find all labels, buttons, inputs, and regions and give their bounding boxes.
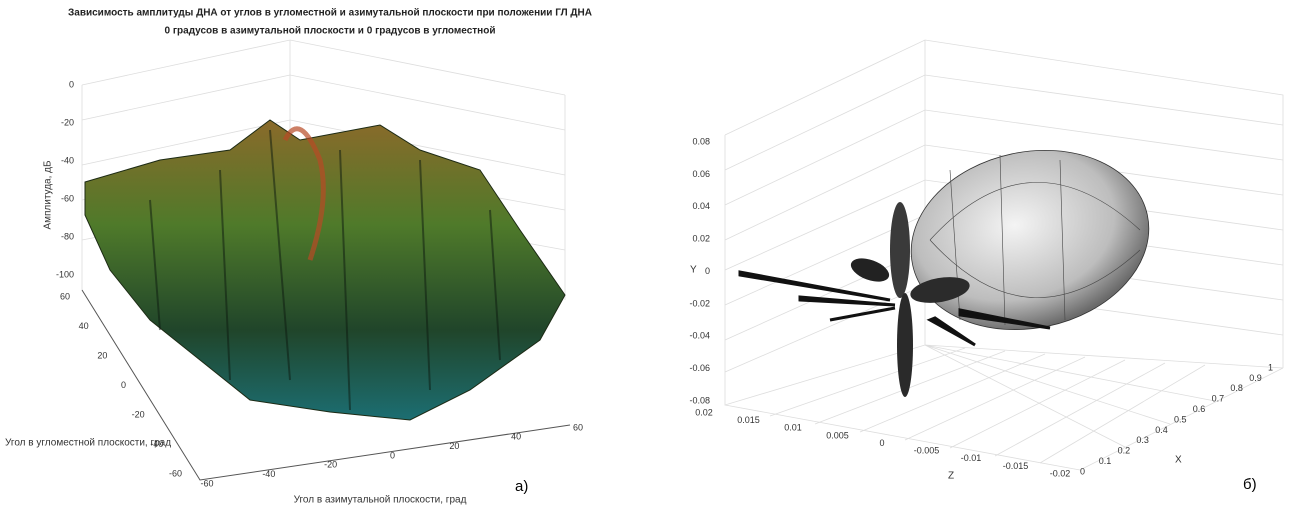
tick-label: -0.01 bbox=[961, 453, 982, 463]
title-line: Зависимость амплитуды ДНА от углов в угл… bbox=[68, 8, 592, 19]
tick-label: 0 bbox=[121, 380, 126, 390]
tick-label: -0.02 bbox=[689, 298, 710, 308]
tick-label: 0.02 bbox=[695, 407, 713, 417]
tick-label: -80 bbox=[61, 231, 74, 241]
tick-label: 0 bbox=[879, 438, 884, 448]
tick-label: 0 bbox=[705, 266, 710, 276]
tick-label: -0.02 bbox=[1050, 468, 1071, 478]
tick-label: -20 bbox=[324, 460, 337, 470]
tick-label: 0.1 bbox=[1099, 456, 1112, 466]
tick-label: 0 bbox=[69, 79, 74, 89]
tick-label: -60 bbox=[61, 193, 74, 203]
axis-label: Амплитуда, дБ bbox=[43, 160, 54, 230]
tick-label: 0.04 bbox=[692, 201, 710, 211]
tick-label: 20 bbox=[97, 350, 107, 360]
tick-label: 0.4 bbox=[1155, 425, 1168, 435]
tick-label: -0.06 bbox=[689, 363, 710, 373]
title-line: 0 градусов в азимутальной плоскости и 0 … bbox=[165, 26, 496, 37]
tick-label: 0.005 bbox=[826, 430, 849, 440]
tick-label: 0.2 bbox=[1118, 446, 1131, 456]
tick-label: -0.005 bbox=[914, 446, 940, 456]
tick-label: -0.015 bbox=[1003, 461, 1029, 471]
tick-label: 40 bbox=[79, 321, 89, 331]
tick-label: -20 bbox=[132, 409, 145, 419]
tick-label: 60 bbox=[573, 422, 583, 432]
figure: Зависимость амплитуды ДНА от углов в угл… bbox=[0, 0, 1293, 509]
axis-label: Y bbox=[690, 265, 697, 276]
tick-label: -40 bbox=[150, 439, 163, 449]
tick-label: 60 bbox=[60, 291, 70, 301]
tick-label: 0.08 bbox=[692, 136, 710, 146]
tick-label: 1 bbox=[1268, 362, 1273, 372]
box-a bbox=[82, 40, 570, 480]
tick-label: 0.01 bbox=[784, 423, 802, 433]
tick-label: -60 bbox=[169, 468, 182, 478]
tick-label: 40 bbox=[511, 432, 521, 442]
axis-label: X bbox=[1175, 455, 1182, 466]
tick-label: -40 bbox=[262, 469, 275, 479]
tick-label: 0.6 bbox=[1193, 404, 1206, 414]
panel-label: а) bbox=[515, 478, 528, 495]
tick-label: -60 bbox=[200, 478, 213, 488]
tick-label: 0.02 bbox=[692, 234, 710, 244]
tick-label: 0 bbox=[1080, 466, 1085, 476]
tick-label: -0.08 bbox=[689, 395, 710, 405]
tick-label: 0.9 bbox=[1249, 373, 1262, 383]
tick-label: -40 bbox=[61, 155, 74, 165]
tick-label: 20 bbox=[449, 441, 459, 451]
tick-label: 0.8 bbox=[1230, 383, 1243, 393]
panel-label: б) bbox=[1243, 476, 1257, 493]
tick-label: 0.3 bbox=[1136, 435, 1149, 445]
tick-label: 0.7 bbox=[1212, 394, 1225, 404]
tick-label: -0.04 bbox=[689, 331, 710, 341]
tick-label: 0 bbox=[390, 450, 395, 460]
tick-label: 0.5 bbox=[1174, 414, 1187, 424]
tick-label: -100 bbox=[56, 269, 74, 279]
axis-label: Z bbox=[948, 471, 954, 482]
axis-label: Угол в азимутальной плоскости, град bbox=[294, 495, 467, 506]
axis-label: Угол в угломестной плоскости, град bbox=[5, 438, 171, 449]
tick-label: -20 bbox=[61, 117, 74, 127]
tick-label: 0.06 bbox=[692, 169, 710, 179]
tick-label: 0.015 bbox=[737, 415, 760, 425]
